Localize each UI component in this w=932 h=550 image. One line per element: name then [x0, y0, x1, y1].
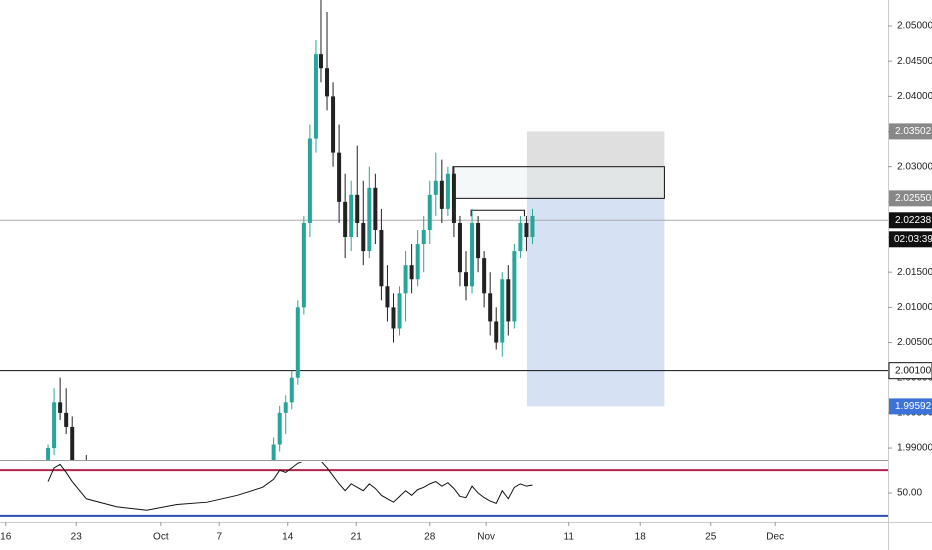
candle-body: [476, 222, 481, 259]
x-tick-label: 23: [71, 532, 83, 543]
rsi-line: [47, 462, 533, 511]
candle-body: [439, 180, 444, 209]
candle-body: [494, 321, 499, 343]
candle-body: [451, 173, 456, 223]
y-tick-label: 2.01500: [897, 267, 932, 278]
price-tag: [889, 398, 932, 415]
candle-body: [70, 426, 75, 460]
x-tick-label: 18: [635, 532, 647, 543]
price-tag-label: 2.00100: [895, 365, 932, 376]
x-tick-label: Dec: [766, 532, 784, 543]
y-tick-label: 2.03000: [897, 161, 932, 172]
candle-body: [433, 180, 438, 195]
candle-body: [64, 412, 69, 427]
candle-body: [46, 448, 51, 460]
price-tag: [889, 190, 932, 207]
price-tag: [889, 123, 932, 140]
candle-body: [289, 377, 294, 403]
candle-body: [313, 54, 318, 139]
candle-body: [373, 187, 378, 230]
countdown: 02:03:39: [894, 234, 932, 245]
candle-body: [445, 173, 450, 209]
candle-body: [457, 222, 462, 273]
candle-body: [512, 251, 517, 322]
candle-body: [409, 265, 414, 280]
candle-body: [301, 222, 306, 308]
candle-body: [379, 230, 384, 287]
candle-body: [470, 222, 475, 287]
candle-body: [318, 54, 323, 69]
candle-body: [367, 187, 372, 252]
candle-body: [391, 307, 396, 329]
y-tick-label: 2.01000: [897, 302, 932, 313]
candle-body: [385, 286, 390, 308]
x-tick-label: 21: [351, 532, 363, 543]
candle-body: [415, 244, 420, 280]
y-tick-label: 2.04500: [897, 56, 932, 67]
x-tick-label: Oct: [153, 532, 169, 543]
zone-rectangle: [452, 166, 665, 199]
countdown-box: [889, 231, 932, 248]
y-tick-label: 2.04000: [897, 91, 932, 102]
x-tick-label: 16: [0, 532, 12, 543]
x-tick-label: 14: [282, 532, 294, 543]
candle-body: [421, 230, 426, 245]
price-tag-label: 2.03502: [895, 126, 932, 137]
candle-body: [403, 265, 408, 294]
candle-body: [500, 279, 505, 343]
candle-body: [58, 402, 63, 413]
candle-body: [295, 307, 300, 378]
candle-body: [518, 222, 523, 252]
candle-body: [343, 201, 348, 238]
y-tick-label: 2.00500: [897, 337, 932, 348]
candle-body: [325, 68, 330, 97]
x-tick-label: 7: [216, 532, 222, 543]
candle-body: [427, 194, 432, 230]
candle-body: [271, 444, 276, 460]
candle-body: [506, 279, 511, 322]
candle-body: [530, 215, 535, 238]
price-tag: [889, 212, 932, 229]
candle-body: [331, 96, 336, 153]
y-tick-label: 2.05000: [897, 21, 932, 32]
candle-body: [337, 152, 342, 202]
candle-body: [464, 272, 469, 287]
candle-body: [482, 258, 487, 294]
stop-zone: [526, 198, 665, 407]
x-tick-label: 25: [705, 532, 717, 543]
x-tick-label: 28: [424, 532, 436, 543]
rsi-tick-label: 50.00: [897, 488, 922, 499]
trend-segment: [470, 209, 525, 217]
price-tag-label: 1.99592: [895, 401, 932, 412]
price-tag: [888, 362, 932, 380]
candle-body: [488, 293, 493, 322]
price-tag-label: 2.02550: [895, 193, 932, 204]
candle-body: [283, 402, 288, 413]
candle-body: [52, 402, 57, 449]
candle-body: [397, 293, 402, 329]
candle-body: [524, 222, 529, 238]
candle-body: [355, 194, 360, 223]
candle-body: [349, 194, 354, 238]
y-tick-label: 1.99000: [897, 443, 932, 454]
target-zone: [526, 131, 665, 199]
candle-body: [361, 222, 366, 252]
x-tick-label: Nov: [477, 532, 495, 543]
price-tag-label: 2.02238: [895, 215, 932, 226]
x-tick-label: 11: [564, 532, 575, 543]
candle-body: [277, 412, 282, 445]
candle-body: [307, 138, 312, 223]
